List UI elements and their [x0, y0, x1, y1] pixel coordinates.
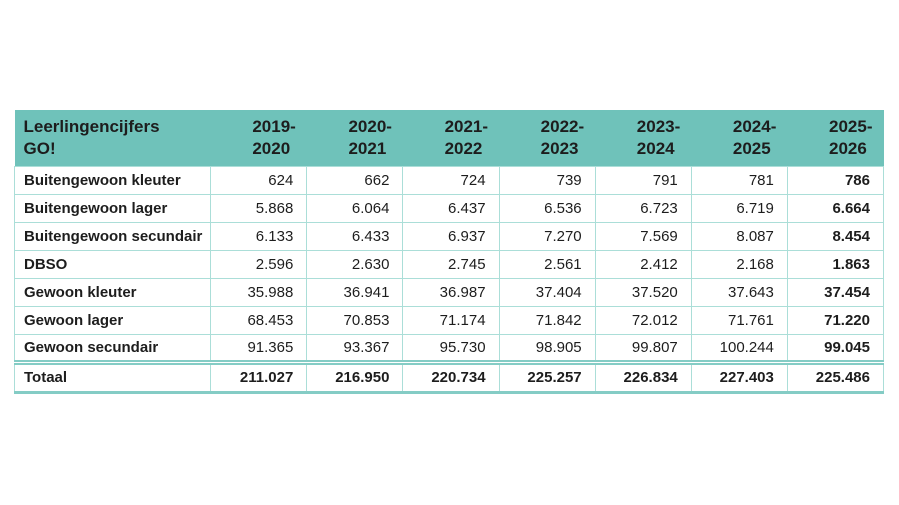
table-row: Gewoon lager 68.453 70.853 71.174 71.842… [13, 305, 885, 335]
col-header-2021-2022: 2021- 2022 [402, 110, 500, 166]
cell-value: 2.745 [402, 249, 500, 279]
cell-value: 7.270 [498, 221, 596, 251]
cell-value: 70.853 [306, 305, 404, 335]
cell-value: 5.868 [210, 193, 308, 223]
header-row: Leerlingencijfers GO! 2019- 2020 2020- 202… [14, 110, 884, 166]
cell-value: 6.437 [402, 193, 500, 223]
total-cell-value: 216.950 [306, 359, 404, 394]
year-line2: 2024 [636, 138, 675, 158]
year-line1: 2024- [732, 116, 777, 136]
total-cell-value: 226.834 [594, 359, 692, 394]
cell-value: 95.730 [402, 333, 500, 363]
cell-value: 37.520 [594, 277, 692, 307]
cell-value: 6.536 [498, 193, 596, 223]
cell-value: 8.087 [690, 221, 788, 251]
row-label: DBSO [13, 249, 212, 279]
cell-value: 8.454 [786, 221, 885, 251]
cell-value: 99.045 [786, 333, 885, 363]
table-title-line1: Leerlingencijfers [23, 116, 160, 136]
cell-value: 2.630 [306, 249, 404, 279]
cell-value: 2.596 [210, 249, 308, 279]
row-label: Buitengewoon secundair [13, 221, 212, 251]
row-label: Gewoon kleuter [13, 277, 212, 307]
col-header-2022-2023: 2022- 2023 [499, 110, 596, 166]
cell-value: 6.723 [594, 193, 692, 223]
cell-value: 35.988 [210, 277, 308, 307]
cell-value: 37.643 [690, 277, 788, 307]
cell-value: 6.937 [402, 221, 500, 251]
table-row: DBSO 2.596 2.630 2.745 2.561 2.412 2.168… [13, 249, 885, 279]
cell-value: 36.987 [402, 277, 500, 307]
cell-value: 99.807 [594, 333, 692, 363]
year-line1: 2021- [444, 116, 489, 136]
row-label: Gewoon lager [13, 305, 212, 335]
cell-value: 791 [594, 165, 692, 195]
cell-value: 37.404 [498, 277, 596, 307]
year-line1: 2025- [829, 116, 873, 136]
year-line2: 2025 [732, 138, 771, 158]
col-header-2024-2025: 2024- 2025 [691, 110, 788, 166]
cell-value: 91.365 [210, 333, 308, 363]
cell-value: 71.220 [786, 305, 885, 335]
cell-value: 6.664 [786, 193, 885, 223]
cell-value: 71.842 [498, 305, 596, 335]
cell-value: 781 [690, 165, 788, 195]
year-line1: 2020- [348, 116, 392, 136]
col-header-2020-2021: 2020- 2021 [306, 110, 403, 166]
cell-value: 6.133 [210, 221, 308, 251]
year-line1: 2019- [252, 116, 296, 136]
cell-value: 624 [210, 165, 308, 195]
table-row: Buitengewoon kleuter 624 662 724 739 791… [13, 165, 885, 195]
year-line2: 2022 [444, 138, 483, 158]
table-row: Gewoon kleuter 35.988 36.941 36.987 37.4… [13, 277, 885, 307]
year-line2: 2023 [540, 138, 579, 158]
table-title: Leerlingencijfers GO! [14, 110, 211, 166]
col-header-2023-2024: 2023- 2024 [595, 110, 692, 166]
total-cell-value: 225.257 [498, 359, 596, 394]
cell-value: 98.905 [498, 333, 596, 363]
year-line2: 2026 [829, 138, 867, 158]
row-label: Gewoon secundair [13, 333, 212, 363]
cell-value: 36.941 [306, 277, 404, 307]
table-row: Gewoon secundair 91.365 93.367 95.730 98… [13, 333, 885, 363]
cell-value: 6.433 [306, 221, 404, 251]
table-row: Buitengewoon secundair 6.133 6.433 6.937… [13, 221, 885, 251]
row-label: Buitengewoon lager [13, 193, 212, 223]
cell-value: 37.454 [786, 277, 885, 307]
cell-value: 724 [402, 165, 500, 195]
total-cell-value: 225.486 [786, 359, 885, 394]
cell-value: 6.719 [690, 193, 788, 223]
table-title-line2: GO! [23, 138, 56, 158]
cell-value: 7.569 [594, 221, 692, 251]
total-cell-value: 211.027 [210, 359, 308, 394]
cell-value: 739 [498, 165, 596, 195]
total-row-label: Totaal [13, 359, 212, 394]
cell-value: 2.561 [498, 249, 596, 279]
total-row: Totaal 211.027 216.950 220.734 225.257 2… [13, 359, 885, 394]
cell-value: 662 [306, 165, 404, 195]
year-line2: 2021 [348, 138, 387, 158]
cell-value: 2.168 [690, 249, 788, 279]
cell-value: 100.244 [690, 333, 788, 363]
cell-value: 1.863 [786, 249, 885, 279]
cell-value: 6.064 [306, 193, 404, 223]
cell-value: 786 [786, 165, 885, 195]
total-cell-value: 227.403 [690, 359, 788, 394]
table-row: Buitengewoon lager 5.868 6.064 6.437 6.5… [13, 193, 885, 223]
cell-value: 71.174 [402, 305, 500, 335]
col-header-2019-2020: 2019- 2020 [210, 110, 307, 166]
cell-value: 71.761 [690, 305, 788, 335]
year-line1: 2023- [636, 116, 681, 136]
row-label: Buitengewoon kleuter [13, 165, 212, 195]
leerlingencijfers-table: Leerlingencijfers GO! 2019- 2020 2020- 202… [13, 110, 885, 394]
cell-value: 72.012 [594, 305, 692, 335]
total-cell-value: 220.734 [402, 359, 500, 394]
cell-value: 93.367 [306, 333, 404, 363]
cell-value: 68.453 [210, 305, 308, 335]
cell-value: 2.412 [594, 249, 692, 279]
year-line2: 2020 [252, 138, 291, 158]
year-line1: 2022- [540, 116, 585, 136]
col-header-2025-2026: 2025- 2026 [787, 110, 884, 166]
